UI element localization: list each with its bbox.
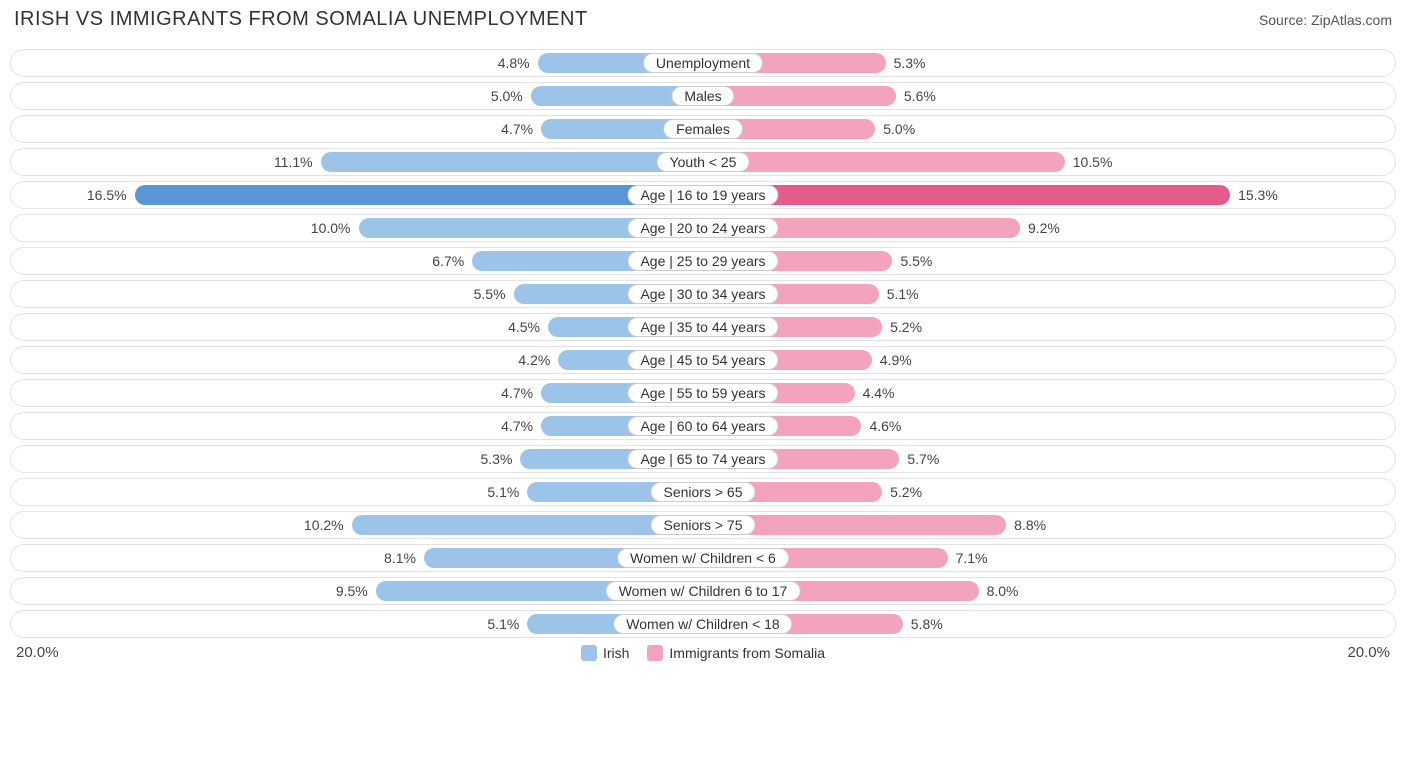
category-label: Age | 65 to 74 years bbox=[627, 449, 778, 469]
value-right: 10.5% bbox=[1073, 154, 1113, 170]
value-right: 8.0% bbox=[987, 583, 1019, 599]
diverging-bar-chart: 4.8% 5.3% Unemployment 5.0% 5.6% Males 4.7% 5.0… bbox=[10, 49, 1396, 638]
value-right: 4.9% bbox=[880, 352, 912, 368]
category-label: Youth < 25 bbox=[657, 152, 750, 172]
value-right: 5.5% bbox=[900, 253, 932, 269]
value-left: 10.0% bbox=[311, 220, 351, 236]
value-left: 5.1% bbox=[487, 616, 519, 632]
category-label: Age | 35 to 44 years bbox=[627, 317, 778, 337]
category-label: Age | 45 to 54 years bbox=[627, 350, 778, 370]
value-right: 5.1% bbox=[887, 286, 919, 302]
legend-label-right: Immigrants from Somalia bbox=[669, 645, 825, 661]
chart-row: 5.5% 5.1% Age | 30 to 34 years bbox=[10, 280, 1396, 308]
legend-label-left: Irish bbox=[603, 645, 629, 661]
value-right: 4.6% bbox=[869, 418, 901, 434]
category-label: Unemployment bbox=[643, 53, 763, 73]
value-right: 5.6% bbox=[904, 88, 936, 104]
value-right: 15.3% bbox=[1238, 187, 1278, 203]
chart-row: 4.2% 4.9% Age | 45 to 54 years bbox=[10, 346, 1396, 374]
value-right: 5.0% bbox=[883, 121, 915, 137]
bar-left bbox=[321, 152, 703, 172]
value-left: 4.7% bbox=[501, 385, 533, 401]
chart-header: IRISH VS IMMIGRANTS FROM SOMALIA UNEMPLO… bbox=[10, 8, 1396, 31]
chart-row: 4.5% 5.2% Age | 35 to 44 years bbox=[10, 313, 1396, 341]
value-left: 5.1% bbox=[487, 484, 519, 500]
value-left: 10.2% bbox=[304, 517, 344, 533]
category-label: Age | 16 to 19 years bbox=[627, 185, 778, 205]
value-left: 4.8% bbox=[498, 55, 530, 71]
value-left: 9.5% bbox=[336, 583, 368, 599]
value-right: 5.2% bbox=[890, 319, 922, 335]
category-label: Women w/ Children < 6 bbox=[617, 548, 789, 568]
value-left: 6.7% bbox=[432, 253, 464, 269]
category-label: Seniors > 75 bbox=[651, 515, 756, 535]
chart-row: 4.7% 4.6% Age | 60 to 64 years bbox=[10, 412, 1396, 440]
category-label: Seniors > 65 bbox=[651, 482, 756, 502]
axis-left-max: 20.0% bbox=[16, 644, 59, 661]
value-left: 4.7% bbox=[501, 121, 533, 137]
chart-row: 10.0% 9.2% Age | 20 to 24 years bbox=[10, 214, 1396, 242]
value-right: 8.8% bbox=[1014, 517, 1046, 533]
category-label: Women w/ Children < 18 bbox=[613, 614, 792, 634]
category-label: Males bbox=[671, 86, 734, 106]
value-left: 4.5% bbox=[508, 319, 540, 335]
bar-right bbox=[703, 152, 1065, 172]
chart-row: 5.3% 5.7% Age | 65 to 74 years bbox=[10, 445, 1396, 473]
value-right: 5.3% bbox=[894, 55, 926, 71]
value-right: 9.2% bbox=[1028, 220, 1060, 236]
chart-row: 6.7% 5.5% Age | 25 to 29 years bbox=[10, 247, 1396, 275]
legend-swatch-right bbox=[647, 645, 663, 661]
category-label: Age | 55 to 59 years bbox=[627, 383, 778, 403]
chart-row: 5.1% 5.2% Seniors > 65 bbox=[10, 478, 1396, 506]
chart-row: 4.7% 4.4% Age | 55 to 59 years bbox=[10, 379, 1396, 407]
chart-row: 4.7% 5.0% Females bbox=[10, 115, 1396, 143]
chart-row: 10.2% 8.8% Seniors > 75 bbox=[10, 511, 1396, 539]
category-label: Age | 30 to 34 years bbox=[627, 284, 778, 304]
chart-title: IRISH VS IMMIGRANTS FROM SOMALIA UNEMPLO… bbox=[14, 8, 588, 31]
value-left: 4.7% bbox=[501, 418, 533, 434]
value-right: 7.1% bbox=[956, 550, 988, 566]
value-left: 4.2% bbox=[518, 352, 550, 368]
chart-footer: 20.0% Irish Immigrants from Somalia 20.0… bbox=[10, 644, 1396, 661]
category-label: Women w/ Children 6 to 17 bbox=[606, 581, 801, 601]
category-label: Age | 60 to 64 years bbox=[627, 416, 778, 436]
category-label: Females bbox=[663, 119, 743, 139]
value-right: 5.7% bbox=[907, 451, 939, 467]
chart-row: 9.5% 8.0% Women w/ Children 6 to 17 bbox=[10, 577, 1396, 605]
legend-swatch-left bbox=[581, 645, 597, 661]
legend-item-right: Immigrants from Somalia bbox=[647, 645, 825, 661]
bar-right bbox=[703, 185, 1230, 205]
value-left: 5.3% bbox=[481, 451, 513, 467]
chart-source: Source: ZipAtlas.com bbox=[1259, 12, 1392, 28]
chart-row: 5.1% 5.8% Women w/ Children < 18 bbox=[10, 610, 1396, 638]
axis-right-max: 20.0% bbox=[1347, 644, 1390, 661]
chart-row: 4.8% 5.3% Unemployment bbox=[10, 49, 1396, 77]
value-right: 4.4% bbox=[863, 385, 895, 401]
value-left: 8.1% bbox=[384, 550, 416, 566]
chart-row: 16.5% 15.3% Age | 16 to 19 years bbox=[10, 181, 1396, 209]
chart-row: 8.1% 7.1% Women w/ Children < 6 bbox=[10, 544, 1396, 572]
value-left: 5.0% bbox=[491, 88, 523, 104]
value-left: 16.5% bbox=[87, 187, 127, 203]
chart-row: 11.1% 10.5% Youth < 25 bbox=[10, 148, 1396, 176]
category-label: Age | 25 to 29 years bbox=[627, 251, 778, 271]
legend: Irish Immigrants from Somalia bbox=[581, 645, 825, 661]
value-right: 5.8% bbox=[911, 616, 943, 632]
value-left: 5.5% bbox=[474, 286, 506, 302]
category-label: Age | 20 to 24 years bbox=[627, 218, 778, 238]
legend-item-left: Irish bbox=[581, 645, 629, 661]
chart-row: 5.0% 5.6% Males bbox=[10, 82, 1396, 110]
value-left: 11.1% bbox=[274, 154, 313, 170]
bar-left bbox=[135, 185, 703, 205]
value-right: 5.2% bbox=[890, 484, 922, 500]
